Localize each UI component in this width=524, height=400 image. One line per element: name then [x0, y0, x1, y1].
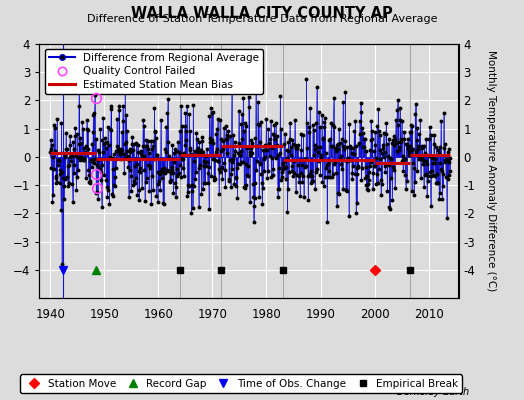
- Text: 1960: 1960: [144, 308, 173, 321]
- Text: 2000: 2000: [360, 308, 389, 321]
- Text: 1940: 1940: [35, 308, 65, 321]
- Text: Difference of Station Temperature Data from Regional Average: Difference of Station Temperature Data f…: [87, 14, 437, 24]
- Y-axis label: Monthly Temperature Anomaly Difference (°C): Monthly Temperature Anomaly Difference (…: [486, 50, 496, 292]
- Legend: Station Move, Record Gap, Time of Obs. Change, Empirical Break: Station Move, Record Gap, Time of Obs. C…: [20, 374, 462, 393]
- Text: Berkeley Earth: Berkeley Earth: [397, 387, 469, 397]
- Text: 1990: 1990: [305, 308, 335, 321]
- Text: 1980: 1980: [252, 308, 281, 321]
- Legend: Difference from Regional Average, Quality Control Failed, Estimated Station Mean: Difference from Regional Average, Qualit…: [45, 49, 263, 94]
- Text: 1970: 1970: [198, 308, 227, 321]
- Text: WALLA WALLA CITY COUNTY AP: WALLA WALLA CITY COUNTY AP: [131, 6, 393, 21]
- Text: 2010: 2010: [414, 308, 444, 321]
- Text: 1950: 1950: [89, 308, 119, 321]
